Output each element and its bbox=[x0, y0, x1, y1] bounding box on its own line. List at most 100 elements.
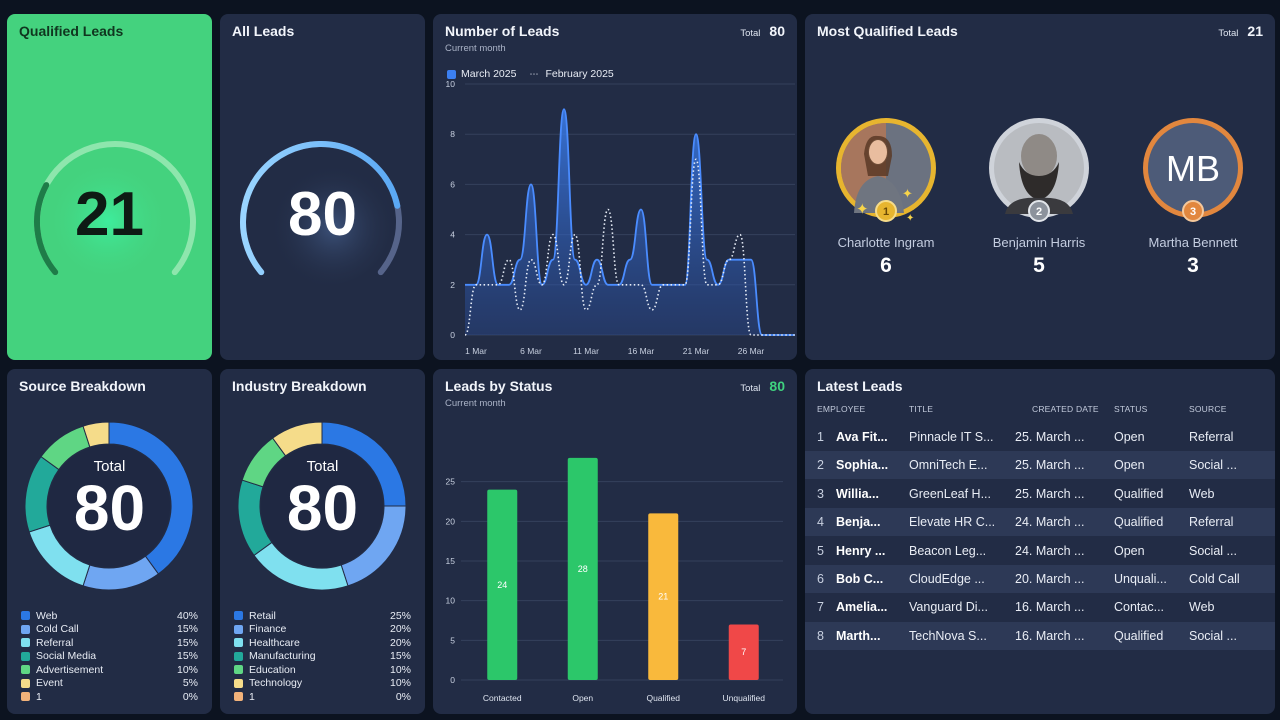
leader-3[interactable]: MB 3 Martha Bennett 3 bbox=[1123, 118, 1263, 278]
table-row[interactable]: 3 Willia... GreenLeaf H... 25. March ... Qua… bbox=[805, 480, 1275, 508]
col-header-title[interactable]: TITLE bbox=[909, 404, 934, 414]
cell-title: GreenLeaf H... bbox=[909, 486, 991, 501]
legend-label: 1 bbox=[249, 690, 255, 703]
legend-swatch bbox=[21, 665, 30, 674]
legend-percent: 20% bbox=[389, 636, 411, 649]
card-title: Number of Leads bbox=[445, 23, 560, 39]
legend-swatch bbox=[21, 651, 30, 661]
rank-badge bbox=[1182, 200, 1204, 222]
cell-status: Open bbox=[1114, 458, 1145, 473]
sparkle-icon: ✦ bbox=[906, 213, 914, 224]
bar-contacted[interactable] bbox=[487, 489, 518, 680]
cell-employee: Marth... bbox=[836, 628, 881, 643]
legend-item[interactable]: Retail 25% bbox=[234, 609, 411, 622]
x-tick-label: Unqualified bbox=[722, 693, 765, 703]
avatar-face bbox=[1021, 134, 1057, 178]
all-leads-count: 80 bbox=[288, 180, 357, 249]
row-number: 2 bbox=[817, 458, 824, 473]
bar-qualified[interactable] bbox=[648, 513, 679, 680]
legend-february: February 2025 bbox=[545, 68, 614, 80]
table-row[interactable]: 6 Bob C... CloudEdge ... 20. March ... Unqua… bbox=[805, 565, 1275, 593]
bar-unqualified[interactable] bbox=[728, 624, 759, 680]
cell-status: Open bbox=[1114, 543, 1145, 558]
card-title: Most Qualified Leads bbox=[817, 23, 958, 39]
leader-name: Benjamin Harris bbox=[992, 235, 1086, 250]
gauge-glow bbox=[46, 159, 170, 283]
legend-label: Healthcare bbox=[249, 636, 300, 649]
legend-swatch bbox=[21, 692, 30, 701]
bar-open[interactable] bbox=[567, 457, 598, 680]
number-of-leads-card: Number of Leads Current month Total 80 M… bbox=[433, 14, 797, 360]
cell-status: Unquali... bbox=[1114, 572, 1167, 586]
cell-created-date: 25. March ... bbox=[1015, 430, 1085, 444]
rank-number: 1 bbox=[883, 206, 889, 218]
row-number: 4 bbox=[817, 515, 824, 530]
x-tick-label: Open bbox=[572, 693, 593, 703]
legend-item[interactable]: 1 0% bbox=[234, 690, 411, 703]
leader-1[interactable]: ✦ ✦ ✦ 1 Charlotte Ingram 6 bbox=[816, 118, 956, 278]
x-tick-label: 6 Mar bbox=[520, 346, 542, 356]
table-row[interactable]: 5 Henry ... Beacon Leg... 24. March ... Open… bbox=[805, 537, 1275, 565]
y-tick-label: 0 bbox=[450, 675, 455, 685]
table-row[interactable]: 2 Sophia... OmniTech E... 25. March ... Open… bbox=[805, 451, 1275, 480]
table-row[interactable]: 7 Amelia... Vanguard Di... 16. March ... Con… bbox=[805, 593, 1275, 621]
legend-item[interactable]: Referral 15% bbox=[21, 636, 198, 649]
cell-created-date: 24. March ... bbox=[1015, 515, 1085, 530]
legend-item[interactable]: Advertisement 10% bbox=[21, 663, 198, 676]
col-header-created-date[interactable]: CREATED DATE bbox=[1032, 404, 1099, 414]
total-summary: Total 21 bbox=[1218, 23, 1263, 39]
cell-source: Cold Call bbox=[1189, 572, 1240, 586]
legend-item[interactable]: Cold Call 15% bbox=[21, 623, 198, 636]
y-tick-label: 2 bbox=[450, 280, 455, 290]
cell-status: Qualified bbox=[1114, 515, 1164, 530]
legend-percent: 15% bbox=[176, 636, 198, 649]
donut-slice-event[interactable] bbox=[82, 421, 110, 448]
cell-employee: Bob C... bbox=[836, 572, 884, 586]
legend-label: Event bbox=[36, 677, 63, 689]
legend-percent: 15% bbox=[389, 650, 411, 662]
donut-center-value: 80 bbox=[286, 472, 359, 544]
rank-number: 2 bbox=[1036, 206, 1042, 218]
avatar-beard bbox=[1019, 162, 1059, 200]
col-header-employee[interactable]: EMPLOYEE bbox=[817, 404, 866, 414]
legend-percent: 10% bbox=[389, 663, 411, 676]
legend-item[interactable]: Finance 20% bbox=[234, 623, 411, 636]
row-number: 7 bbox=[817, 600, 824, 615]
legend-item[interactable]: Social Media 15% bbox=[21, 650, 198, 663]
legend-percent: 20% bbox=[389, 623, 411, 635]
legend-item[interactable]: Technology 10% bbox=[234, 677, 411, 690]
legend-item[interactable]: Event 5% bbox=[21, 677, 198, 690]
donut-slice-technology[interactable] bbox=[271, 421, 323, 457]
avatar-face-inner bbox=[869, 140, 887, 164]
legend-percent: 10% bbox=[176, 663, 198, 676]
cell-title: OmniTech E... bbox=[909, 458, 988, 473]
sparkle-icon: ✦ bbox=[902, 186, 913, 201]
legend-label: 1 bbox=[36, 690, 42, 703]
total-label: Total bbox=[1218, 28, 1239, 39]
legend-item[interactable]: Web 40% bbox=[21, 609, 198, 622]
legend-item[interactable]: Education 10% bbox=[234, 663, 411, 676]
total-summary: Total 80 bbox=[740, 23, 785, 39]
leader-count: 3 bbox=[1187, 254, 1199, 277]
rank-number: 3 bbox=[1190, 206, 1196, 218]
legend-label: Retail bbox=[249, 609, 276, 622]
legend-label: Advertisement bbox=[36, 663, 104, 676]
most-qualified-leads-card: Most Qualified Leads Total 21 ✦ ✦ ✦ 1 Ch… bbox=[805, 14, 1275, 360]
total-value: 80 bbox=[769, 378, 785, 394]
avatar-initials-bg bbox=[1148, 123, 1238, 213]
legend-item[interactable]: Healthcare 20% bbox=[234, 636, 411, 649]
march-line[interactable] bbox=[464, 108, 795, 336]
legend-percent: 40% bbox=[176, 609, 198, 622]
card-subtitle: Current month bbox=[445, 43, 506, 54]
table-row[interactable]: 8 Marth... TechNova S... 16. March ... Quali… bbox=[805, 621, 1275, 650]
leader-2[interactable]: 2 Benjamin Harris 5 bbox=[969, 118, 1109, 278]
legend-item[interactable]: Manufacturing 15% bbox=[234, 650, 411, 663]
legend-label: Technology bbox=[249, 677, 303, 689]
table-row[interactable]: 1 Ava Fit... Pinnacle IT S... 25. March ...… bbox=[805, 423, 1275, 451]
col-header-status[interactable]: STATUS bbox=[1114, 404, 1148, 414]
y-tick-label: 4 bbox=[450, 230, 455, 240]
table-row[interactable]: 4 Benja... Elevate HR C... 24. March ... Qua… bbox=[805, 508, 1275, 537]
col-header-source[interactable]: SOURCE bbox=[1189, 404, 1227, 414]
legend-item[interactable]: 1 0% bbox=[21, 690, 198, 703]
x-tick-label: 26 Mar bbox=[738, 346, 765, 356]
